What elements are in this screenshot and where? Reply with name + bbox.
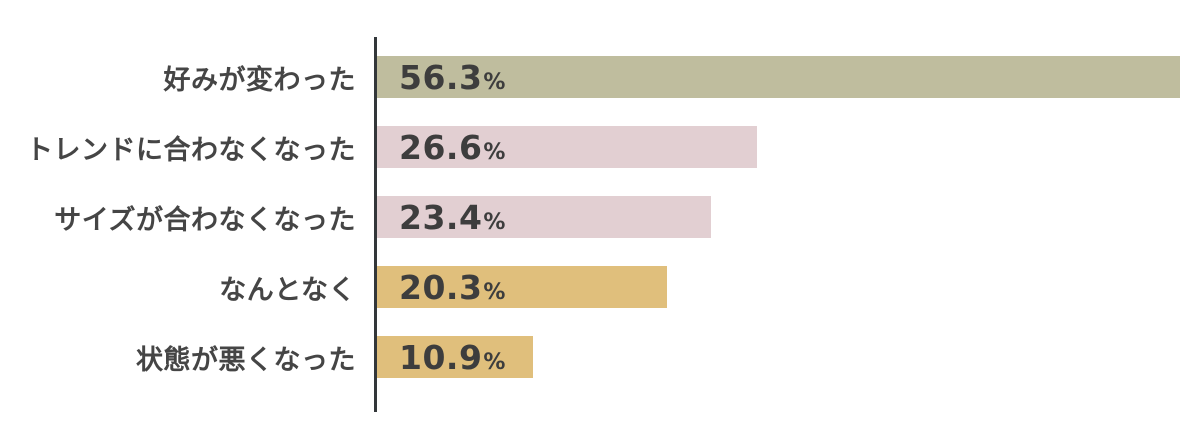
percent-sign: % (483, 139, 506, 165)
value-number: 23.4 (399, 197, 483, 237)
value-bar: 26.6% (377, 126, 757, 168)
bar-area: 26.6% (377, 126, 1199, 168)
value-label: 10.9% (377, 341, 505, 374)
value-number: 20.3 (399, 267, 483, 307)
bar-row: なんとなく 20.3% (0, 266, 1199, 308)
y-axis-line (374, 37, 377, 412)
value-bar: 23.4% (377, 196, 711, 238)
value-number: 26.6 (399, 127, 483, 167)
bar-area: 10.9% (377, 336, 1199, 378)
percent-sign: % (483, 69, 506, 95)
bar-rows: 好みが変わった 56.3% トレンドに合わなくなった 26.6% サイズが合わなくなった… (0, 56, 1199, 378)
percent-sign: % (483, 209, 506, 235)
value-number: 10.9 (399, 337, 483, 377)
category-label: 好みが変わった (163, 64, 356, 96)
bar-row: トレンドに合わなくなった 26.6% (0, 126, 1199, 168)
percent-sign: % (483, 349, 506, 375)
bar-area: 23.4% (377, 196, 1199, 238)
value-number: 56.3 (399, 57, 483, 97)
value-label: 26.6% (377, 131, 505, 164)
value-label: 23.4% (377, 201, 505, 234)
bar-row: 好みが変わった 56.3% (0, 56, 1199, 98)
value-bar: 56.3% (377, 56, 1181, 98)
value-label: 20.3% (377, 271, 505, 304)
value-bar: 10.9% (377, 336, 533, 378)
bar-row: 状態が悪くなった 10.9% (0, 336, 1199, 378)
bar-area: 56.3% (377, 56, 1199, 98)
category-label: 状態が悪くなった (136, 344, 356, 376)
category-label: なんとなく (219, 274, 356, 306)
bar-row: サイズが合わなくなった 23.4% (0, 196, 1199, 238)
value-bar: 20.3% (377, 266, 667, 308)
percent-sign: % (483, 279, 506, 305)
category-label: トレンドに合わなくなった (26, 134, 356, 166)
bar-area: 20.3% (377, 266, 1199, 308)
category-label: サイズが合わなくなった (54, 204, 356, 236)
value-label: 56.3% (377, 61, 505, 94)
